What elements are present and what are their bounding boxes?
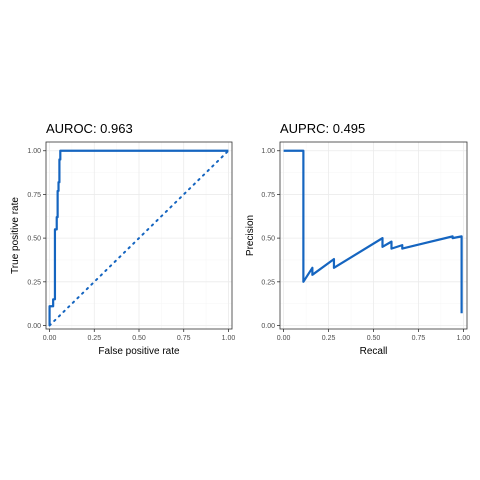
roc-y-tick-label: 0.00 <box>27 323 41 330</box>
pr-x-tick-label: 1.00 <box>457 335 471 342</box>
roc-x-axis-title: False positive rate <box>98 346 180 357</box>
pr-x-tick-label: 0.75 <box>412 335 426 342</box>
roc-x-tick-label: 0.75 <box>177 335 191 342</box>
pr-chart-title: AUPRC: 0.495 <box>280 121 365 136</box>
pr-x-tick-label: 0.50 <box>367 335 381 342</box>
pr-y-tick-label: 0.25 <box>261 279 275 286</box>
pr-x-tick-label: 0.25 <box>322 335 336 342</box>
roc-y-tick-label: 0.25 <box>27 279 41 286</box>
pr-chart: AUPRC: 0.495 0.00 0.25 0.50 0.75 1.00 0.00 0.2… <box>245 121 470 357</box>
pr-y-tick-label: 0.00 <box>261 323 275 330</box>
roc-y-tick-label: 0.75 <box>27 192 41 199</box>
pr-marks <box>283 149 463 314</box>
roc-curve <box>48 149 229 326</box>
roc-x-tick-label: 0.25 <box>87 335 101 342</box>
roc-x-tick-label: 0.00 <box>43 335 57 342</box>
pr-y-axis-title: Precision <box>245 215 256 256</box>
pr-x-axis-title: Recall <box>360 346 388 357</box>
pr-y-tick-label: 0.75 <box>261 192 275 199</box>
roc-y-axis-title: True positive rate <box>10 197 21 274</box>
roc-chart: AUROC: 0.963 0.00 0.25 0.50 0.75 1.00 0.00 0.2… <box>10 121 235 357</box>
pr-y-tick-label: 0.50 <box>261 236 275 243</box>
roc-reference-line <box>48 149 230 327</box>
roc-x-tick-label: 1.00 <box>222 335 236 342</box>
roc-marks <box>48 149 230 327</box>
pr-y-tick-label: 1.00 <box>261 148 275 155</box>
pr-curve <box>283 149 463 314</box>
roc-y-tick-label: 0.50 <box>27 236 41 243</box>
roc-y-tick-label: 1.00 <box>27 148 41 155</box>
pr-x-tick-label: 0.00 <box>277 335 291 342</box>
roc-axes: 0.00 0.25 0.50 0.75 1.00 0.00 0.25 0.50 0.75 1.00 <box>27 148 235 342</box>
pr-grid <box>280 142 467 329</box>
roc-chart-title: AUROC: 0.963 <box>46 121 133 136</box>
pr-axes: 0.00 0.25 0.50 0.75 1.00 0.00 0.25 0.50 0.75 1.00 <box>261 148 470 342</box>
roc-x-tick-label: 0.50 <box>132 335 146 342</box>
